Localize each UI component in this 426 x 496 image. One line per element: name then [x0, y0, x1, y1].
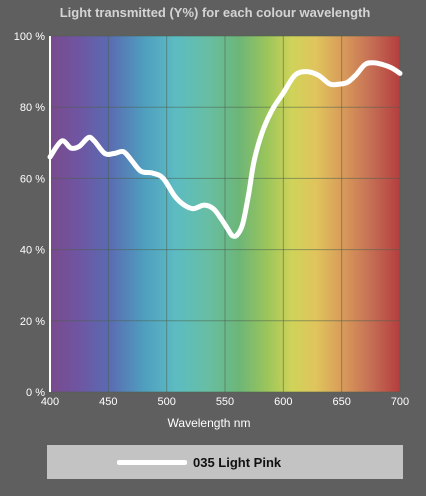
legend-line-swatch [117, 460, 187, 465]
y-tick-label: 0 % [26, 387, 45, 399]
x-tick-label: 650 [332, 396, 350, 408]
legend-label: 035 Light Pink [193, 455, 282, 470]
y-tick-label: 20 % [20, 316, 45, 328]
tick-labels: 400 450 500 550 600 650 700 0 % 20 % 40 % 60 % 80 %… [14, 31, 409, 408]
x-tick-label: 400 [41, 396, 59, 408]
x-tick-label: 500 [157, 396, 175, 408]
x-tick-label: 600 [274, 396, 292, 408]
series-line [47, 60, 403, 239]
x-tick-label: 450 [99, 396, 117, 408]
y-tick-label: 60 % [20, 173, 45, 185]
y-tick-label: 40 % [20, 245, 45, 257]
y-tick-label: 100 % [14, 31, 45, 43]
chart-title: Light transmitted (Y%) for each colour w… [60, 5, 371, 20]
x-tick-label: 700 [391, 396, 409, 408]
legend: 035 Light Pink [47, 445, 403, 479]
grid [50, 35, 401, 393]
x-axis-label: Wavelength nm [168, 416, 251, 430]
y-tick-label: 80 % [20, 102, 45, 114]
x-tick-label: 550 [216, 396, 234, 408]
series-layer [47, 60, 403, 239]
